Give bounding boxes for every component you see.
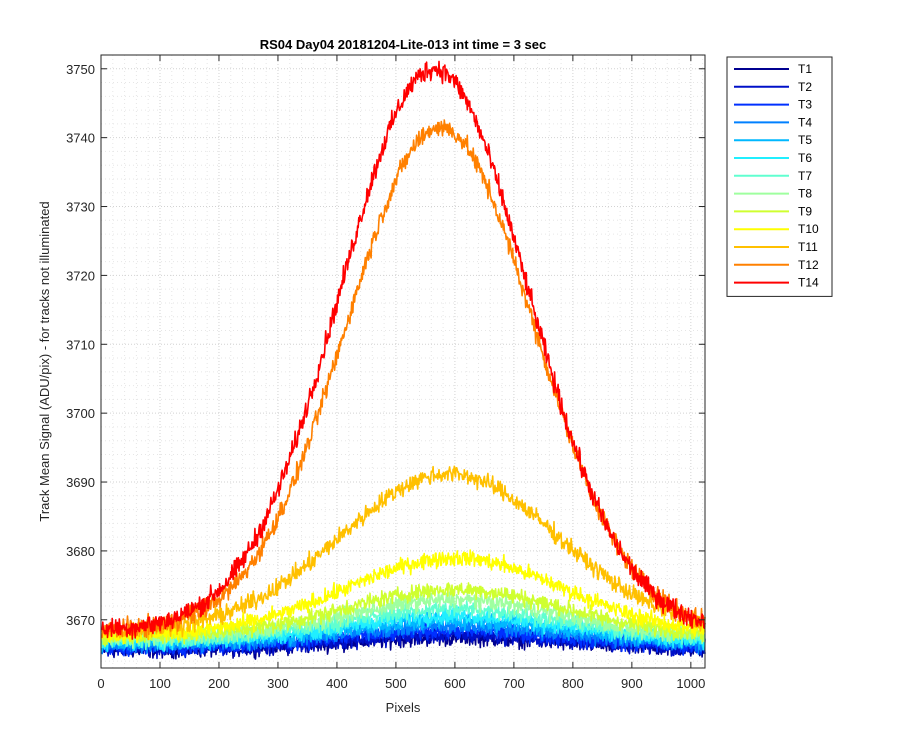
axes-ticks: 0 100 200 300 400 500 600 700 800 900 1000 3670 3680… [66, 55, 705, 691]
legend-label-t8: T8 [798, 187, 812, 201]
legend-label-t7: T7 [798, 169, 812, 183]
legend-label-t2: T2 [798, 80, 812, 94]
x-tick-label: 300 [267, 676, 289, 691]
series-line-t8 [100, 590, 706, 649]
legend-label-t5: T5 [798, 133, 812, 147]
legend-label-t6: T6 [798, 151, 812, 165]
x-tick-label: 600 [444, 676, 466, 691]
series-line-t11 [100, 465, 706, 641]
y-tick-label: 3750 [66, 62, 95, 77]
y-tick-label: 3700 [66, 406, 95, 421]
legend-label-t3: T3 [798, 98, 812, 112]
y-tick-label: 3730 [66, 200, 95, 215]
legend-label-t4: T4 [798, 115, 812, 129]
x-tick-label: 800 [562, 676, 584, 691]
y-tick-label: 3720 [66, 268, 95, 283]
legend-label-t9: T9 [798, 204, 812, 218]
plot-series [100, 60, 706, 660]
legend-label-t11: T11 [798, 240, 818, 254]
x-tick-label: 100 [149, 676, 171, 691]
y-tick-label: 3690 [66, 475, 95, 490]
x-tick-label: 1000 [676, 676, 705, 691]
x-axis-label: Pixels [386, 700, 421, 715]
x-tick-label: 700 [503, 676, 525, 691]
series-line-t9 [100, 582, 706, 647]
chart-title: RS04 Day04 20181204-Lite-013 int time = … [260, 37, 547, 52]
y-axis-label: Track Mean Signal (ADU/pix) - for tracks… [37, 201, 52, 521]
legend-label-t14: T14 [798, 276, 819, 290]
y-tick-label: 3710 [66, 337, 95, 352]
series-line-t14 [100, 60, 706, 640]
y-tick-label: 3680 [66, 544, 95, 559]
legend-label-t10: T10 [798, 222, 819, 236]
x-tick-label: 500 [385, 676, 407, 691]
legend-label-t1: T1 [798, 62, 812, 76]
series-line-t10 [100, 549, 706, 645]
y-tick-label: 3670 [66, 613, 95, 628]
x-tick-label: 200 [208, 676, 230, 691]
x-tick-label: 0 [97, 676, 104, 691]
x-tick-label: 400 [326, 676, 348, 691]
plot-frame [100, 54, 706, 669]
x-tick-label: 900 [621, 676, 643, 691]
legend: T1 T2 T3 T4 T5 T6 T7 T8 T9 T10 T11 T12 T14 [726, 56, 833, 297]
legend-label-t12: T12 [798, 258, 819, 272]
y-tick-label: 3740 [66, 131, 95, 146]
grid [100, 54, 705, 668]
